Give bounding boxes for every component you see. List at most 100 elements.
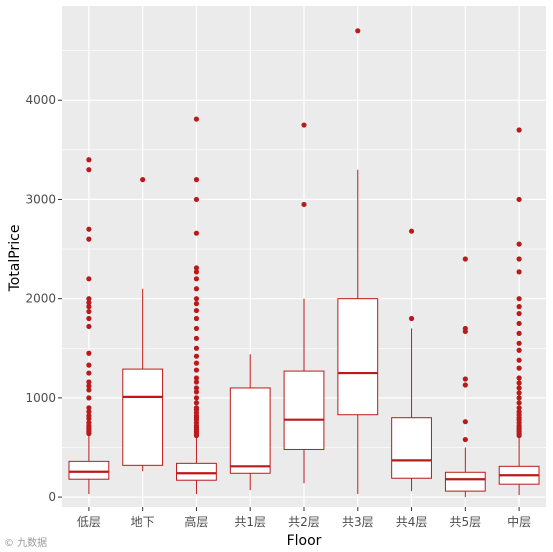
box-group-8 [498,127,540,496]
box-iqr [337,298,379,416]
outlier-point [86,236,92,242]
outlier-point [193,265,200,271]
outlier-point [516,269,522,275]
x-tick-label: 中层 [507,514,531,529]
outlier-point [193,276,200,282]
outlier-point [516,256,522,262]
outlier-point [462,325,468,332]
outlier-point [86,395,92,401]
outlier-point [516,405,522,411]
box-iqr [391,417,432,479]
outlier-point [516,347,522,353]
outlier-point [462,376,468,382]
outlier-point [86,167,92,173]
outlier-point [86,323,92,330]
y-tick-label: 0 [48,490,56,504]
outlier-point [408,315,415,322]
box-iqr [68,460,110,480]
outlier-point [86,379,92,385]
outlier-point [86,413,92,419]
outlier-point [516,320,522,327]
x-tick-label: 低层 [77,515,101,529]
box-iqr [283,370,325,450]
outlier-point [193,353,200,359]
x-tick-label: 共5层 [450,515,482,529]
outlier-point [86,409,92,415]
box-iqr [444,471,486,492]
outlier-point [86,226,92,232]
outlier-point [86,383,92,389]
outlier-point [516,400,522,406]
outlier-point [193,116,200,122]
x-tick-label: 共4层 [396,515,428,529]
x-tick-label: 共1层 [234,515,266,529]
outlier-point [408,228,415,234]
box-group-1 [122,177,164,472]
outlier-point [86,276,92,282]
outlier-point [516,365,522,371]
outlier-point [516,375,522,381]
outlier-point [86,308,92,315]
outlier-point [193,307,200,314]
outlier-point [86,387,92,393]
outlier-point [516,296,522,302]
outlier-point [193,389,200,395]
outlier-point [86,350,92,356]
box-iqr [122,368,164,466]
outlier-point [516,310,522,317]
outlier-point [193,375,200,381]
outlier-point [193,269,200,275]
outlier-point [193,367,200,373]
outlier-point [86,300,92,306]
outlier-point [86,304,92,310]
outlier-point [516,385,522,391]
x-tick-labels: 低层 地下 高层 共1层 共2层 共3层 共4层 共5层 中层 [77,507,531,529]
box-group-3 [229,354,271,491]
outlier-point [516,241,522,247]
outlier-point [193,345,200,351]
x-tick-label: 地下 [131,515,155,529]
outlier-point [193,405,200,411]
outlier-point [193,230,200,236]
outlier-point [86,362,92,368]
y-tick-labels: 0 1000 2000 3000 4000 [25,93,62,504]
outlier-point [516,340,522,346]
outlier-point [462,382,468,388]
outlier-point [516,357,522,363]
outlier-point [140,177,146,183]
outlier-point [193,315,200,322]
outlier-point [516,127,522,133]
outlier-point [193,400,200,406]
watermark-text: © 九数据 [4,538,48,549]
outlier-point [516,390,522,396]
outlier-point [193,286,200,292]
box-iqr [176,462,217,481]
outlier-point [193,296,200,302]
outlier-point [462,419,468,425]
x-tick-label: 高层 [184,514,208,529]
outlier-point [355,28,361,34]
outlier-point [516,330,522,336]
outlier-point [86,420,92,426]
box-group-0 [68,157,110,495]
outlier-point [516,409,522,415]
x-tick-label: 共2层 [288,515,320,529]
x-tick-label: 共3层 [342,515,374,529]
outlier-point [516,196,522,203]
outlier-point [193,379,200,385]
outlier-point [86,370,92,376]
outlier-point [86,405,92,411]
y-tick-label: 3000 [25,192,56,206]
outlier-point [516,380,522,386]
box-group-7 [444,256,486,498]
outlier-point [193,335,200,341]
x-axis-title: Floor [287,533,322,549]
outlier-point [193,196,200,203]
box-group-4 [283,122,325,484]
outlier-point [193,301,200,307]
box-group-5 [337,28,379,495]
outlier-point [86,296,92,302]
outlier-point [193,395,200,401]
outlier-point [516,304,522,310]
outlier-point [86,315,92,322]
